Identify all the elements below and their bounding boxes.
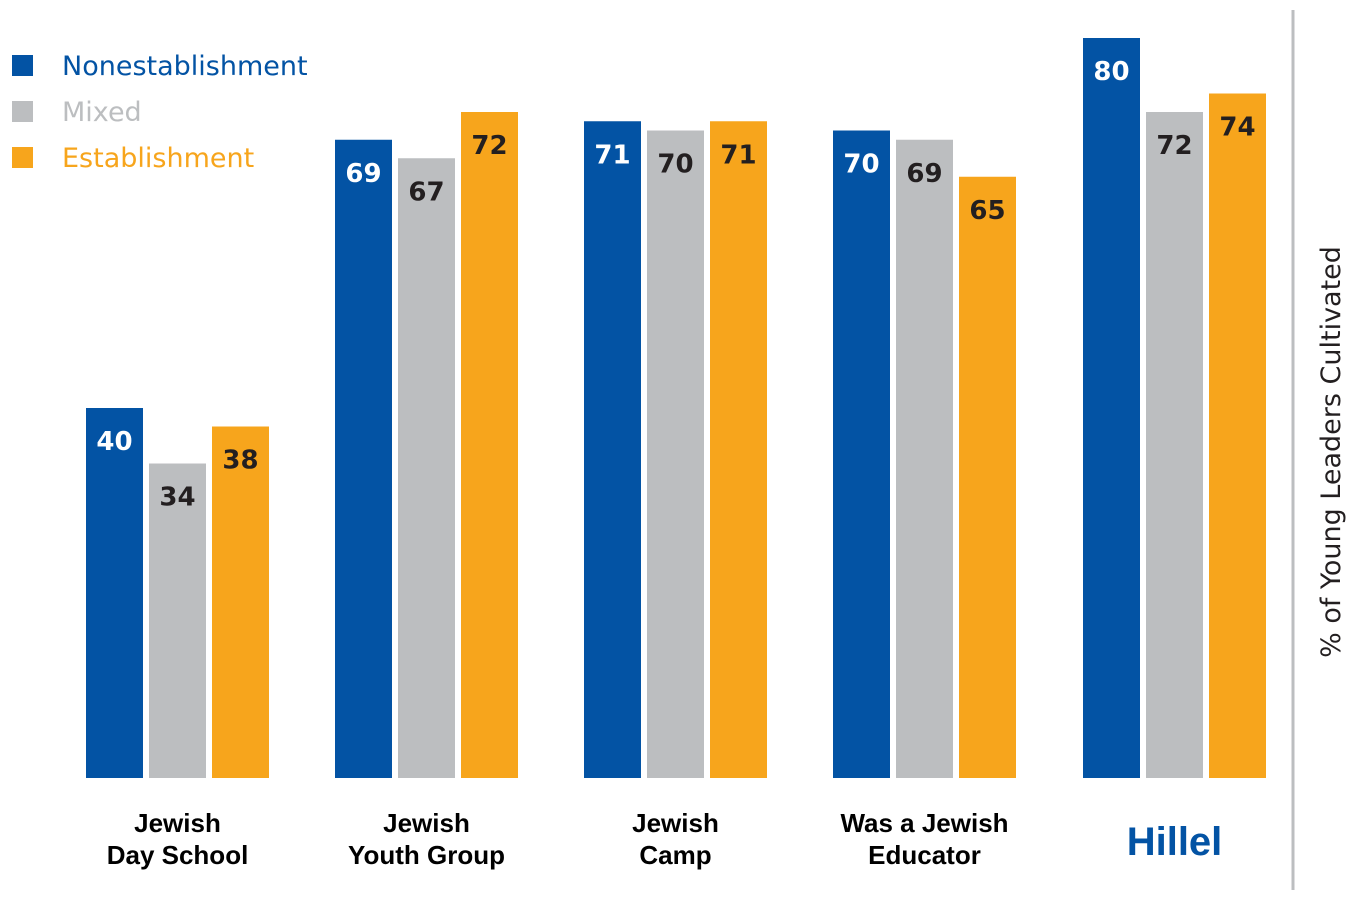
- bar-establishment-2: [461, 112, 518, 778]
- value-label-mixed-3: 70: [657, 150, 693, 180]
- bar-establishment-3: [710, 121, 767, 778]
- value-label-mixed-5: 72: [1156, 131, 1192, 161]
- category-label-2-line-2: Youth Group: [348, 840, 505, 870]
- legend-swatch-mixed: [12, 101, 33, 122]
- category-label-1-line-1: Jewish: [134, 808, 221, 838]
- bar-nonestablishment-3: [584, 121, 641, 778]
- legend-swatch-nonestablishment: [12, 55, 33, 76]
- value-label-nonestablishment-2: 69: [345, 159, 381, 189]
- bar-nonestablishment-5: [1083, 38, 1140, 778]
- value-label-establishment-2: 72: [471, 131, 507, 161]
- bar-establishment-4: [959, 176, 1016, 778]
- bar-establishment-5: [1209, 93, 1266, 778]
- category-label-3-line-2: Camp: [639, 840, 711, 870]
- value-label-nonestablishment-3: 71: [594, 140, 630, 170]
- bar-nonestablishment-1: [86, 408, 143, 778]
- category-label-4-line-2: Educator: [868, 840, 981, 870]
- value-label-nonestablishment-5: 80: [1093, 57, 1129, 87]
- category-label-1-line-2: Day School: [107, 840, 249, 870]
- value-label-nonestablishment-1: 40: [96, 427, 132, 457]
- legend: Nonestablishment Mixed Establishment: [12, 51, 308, 174]
- legend-label-mixed: Mixed: [62, 97, 142, 128]
- bar-nonestablishment-2: [335, 139, 392, 778]
- value-label-mixed-2: 67: [408, 177, 444, 207]
- bars-group: [86, 38, 1266, 778]
- bar-establishment-1: [212, 426, 269, 778]
- value-label-establishment-4: 65: [969, 196, 1005, 226]
- value-labels-group: 40 34 38 69 67 72 71 70 71 70 69 65 80 72 74: [96, 57, 1255, 513]
- bar-mixed-5: [1146, 112, 1203, 778]
- legend-label-establishment: Establishment: [62, 143, 254, 174]
- legend-label-nonestablishment: Nonestablishment: [62, 51, 308, 82]
- bar-mixed-3: [647, 130, 704, 778]
- bar-mixed-4: [896, 139, 953, 778]
- bar-nonestablishment-4: [833, 130, 890, 778]
- legend-swatch-establishment: [12, 147, 33, 168]
- category-label-2-line-1: Jewish: [383, 808, 470, 838]
- value-label-establishment-5: 74: [1219, 113, 1255, 143]
- category-label-3-line-1: Jewish: [632, 808, 719, 838]
- bar-mixed-1: [149, 463, 206, 778]
- category-label-hillel: Hillel: [1127, 820, 1223, 864]
- value-label-nonestablishment-4: 70: [843, 150, 879, 180]
- value-label-mixed-4: 69: [906, 159, 942, 189]
- value-label-establishment-1: 38: [222, 446, 258, 476]
- bar-mixed-2: [398, 158, 455, 778]
- y-axis-label: % of Young Leaders Cultivated: [1316, 246, 1347, 658]
- value-label-mixed-1: 34: [159, 483, 195, 513]
- category-label-4-line-1: Was a Jewish: [840, 808, 1008, 838]
- value-label-establishment-3: 71: [720, 140, 756, 170]
